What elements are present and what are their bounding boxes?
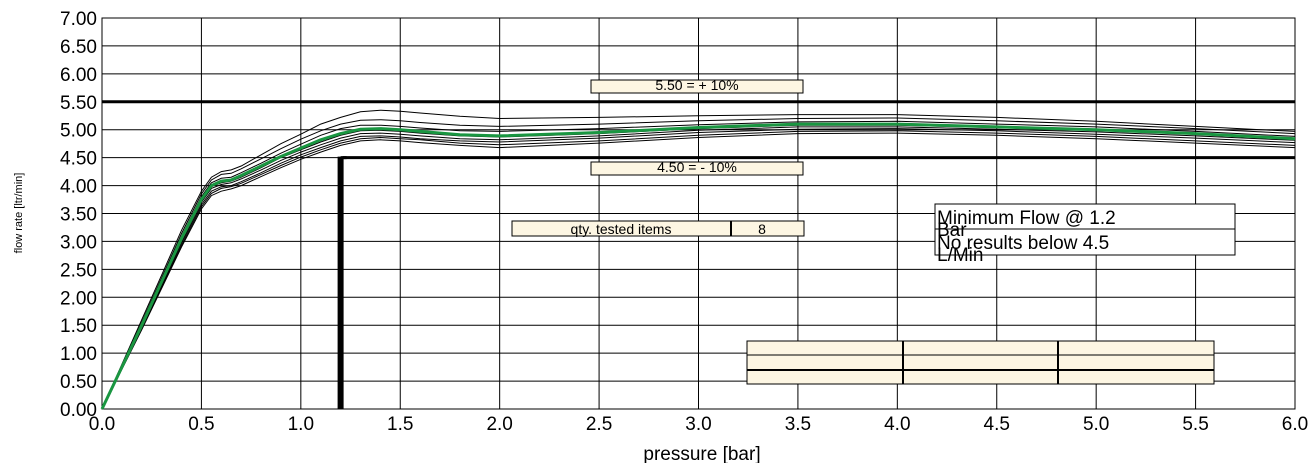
average-series (100, 122, 1296, 410)
x-tick-label-8: 4.0 (884, 414, 910, 435)
y-tick-label-9: 4.50 (60, 149, 97, 170)
x-tick-label-4: 2.0 (486, 414, 512, 435)
upper-limit-label-text: 5.50 = + 10% (655, 77, 738, 93)
qty-label: qty. tested items (571, 221, 672, 237)
x-tick-label-7: 3.5 (785, 414, 811, 435)
sample-series-6 (101, 130, 1296, 410)
x-tick-label-6: 3.0 (685, 414, 711, 435)
sample-series-1 (101, 117, 1296, 410)
threshold-marker-layer (337, 156, 347, 409)
info-line1: Minimum Flow @ 1.2 (937, 208, 1116, 229)
sample-series-5 (101, 128, 1296, 410)
results-table (746, 340, 1215, 385)
x-tick-label-10: 5.0 (1083, 414, 1109, 435)
y-tick-label-0: 0.00 (60, 400, 97, 421)
y-tick-label-12: 6.00 (60, 65, 97, 86)
lower-limit-label-box (590, 161, 804, 176)
y-axis-label: flow rate [ltr/min] (13, 173, 25, 254)
y-tick-label-2: 1.00 (60, 344, 97, 365)
x-tick-label-2: 1.0 (288, 414, 314, 435)
info-line2: No results below 4.5 (937, 233, 1109, 254)
y-tick-label-4: 2.00 (60, 288, 97, 309)
series-layer (100, 109, 1296, 410)
plot-frame (101, 17, 1296, 410)
sample-series-0 (101, 109, 1296, 410)
y-tick-label-1: 0.50 (60, 372, 97, 393)
y-tick-label-8: 4.00 (60, 177, 97, 198)
y-tick-label-3: 1.50 (60, 316, 97, 337)
x-tick-label-12: 6.0 (1282, 414, 1308, 435)
y-tick-label-5: 2.50 (60, 260, 97, 281)
info-line1-overflow: Bar (937, 220, 967, 241)
upper-limit-label-box (590, 79, 804, 94)
reference-lines (102, 100, 1295, 160)
y-tick-label-14: 7.00 (60, 9, 97, 30)
y-tick-label-6: 3.00 (60, 232, 97, 253)
sample-series-7 (101, 132, 1296, 410)
qty-value: 8 (758, 221, 766, 237)
y-tick-label-13: 6.50 (60, 37, 97, 58)
x-tick-label-5: 2.5 (586, 414, 612, 435)
x-axis-label: pressure [bar] (643, 444, 760, 463)
lower-limit-label-text: 4.50 = - 10% (657, 159, 737, 175)
info-line2-overflow: L/Min (937, 245, 983, 266)
x-tick-label-1: 0.5 (188, 414, 214, 435)
x-tick-label-9: 4.5 (984, 414, 1010, 435)
y-tick-label-7: 3.50 (60, 205, 97, 226)
tick-labels: 0.0 0.5 1.0 1.5 2.0 2.5 3.0 3.5 4.0 4.5 5.0 5.5 6.00… (60, 9, 1308, 435)
y-tick-label-11: 5.50 (60, 93, 97, 114)
x-tick-label-0: 0.0 (89, 414, 115, 435)
y-tick-label-10: 5.00 (60, 121, 97, 142)
annotation-boxes: 5.50 = + 10% 4.50 = - 10% qty. tested item… (511, 77, 1236, 385)
x-tick-label-11: 5.5 (1182, 414, 1208, 435)
x-tick-label-3: 1.5 (387, 414, 413, 435)
